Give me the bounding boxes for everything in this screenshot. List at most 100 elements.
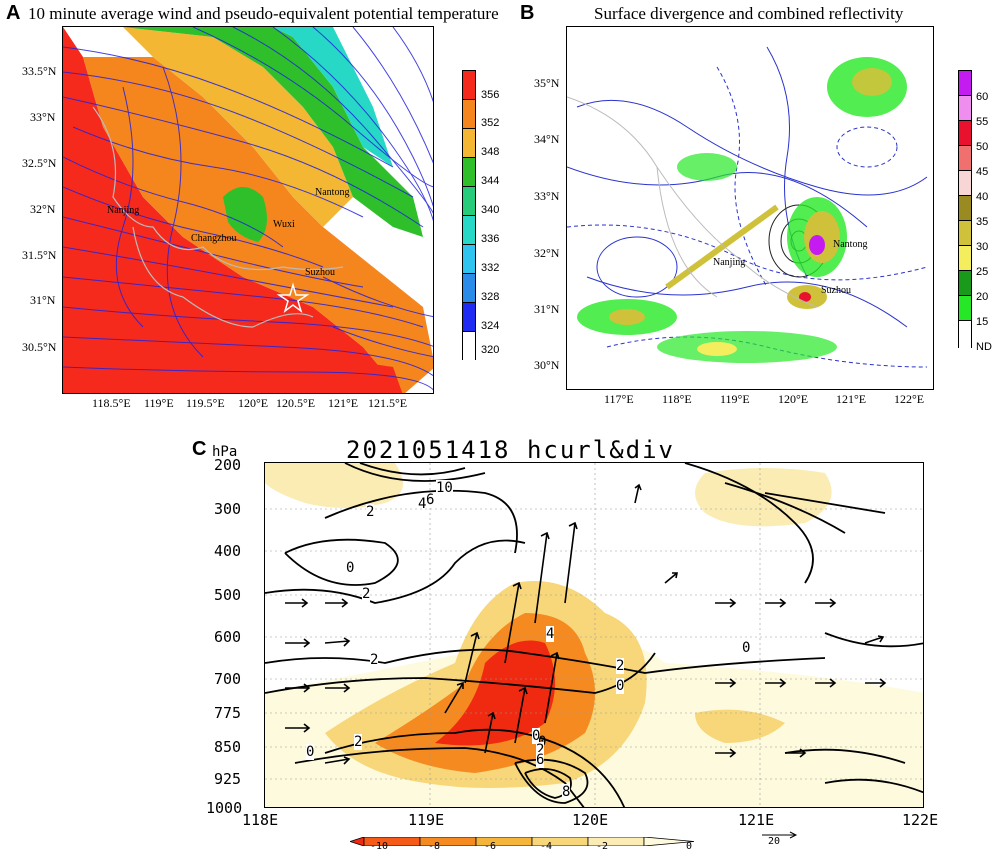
- cbar-label: 55: [976, 116, 989, 128]
- y-tick: 700: [214, 670, 242, 688]
- y-tick: 775: [214, 704, 242, 722]
- boundaries: [567, 96, 818, 308]
- y-tick: 850: [214, 738, 242, 756]
- contour-label: 10: [436, 480, 453, 496]
- cbar-label: 332: [481, 262, 500, 274]
- contour-label: 2: [366, 504, 375, 520]
- y-tick: 1000: [206, 799, 243, 817]
- cbar-swatch: [463, 303, 475, 332]
- y-tick: 32°N: [30, 202, 56, 216]
- cbar-swatch: [463, 158, 475, 187]
- grid: [265, 463, 923, 807]
- shade-east: [695, 709, 785, 743]
- cbar-swatch: [959, 121, 971, 146]
- shade-max: [435, 640, 555, 746]
- x-tick: 118E: [242, 811, 279, 829]
- panel-b-field: [567, 46, 928, 368]
- cbar-label: -6: [484, 841, 497, 852]
- cbar-label: 35: [976, 216, 989, 228]
- y-tick: 33.5°N: [22, 64, 57, 78]
- panel-b-colorbar: [958, 70, 972, 349]
- contour-label: 8: [562, 784, 571, 800]
- contour-label: 2: [362, 586, 371, 602]
- cbar-label: 25: [976, 266, 989, 278]
- cbar-label: 340: [481, 204, 500, 216]
- contour-label: 2: [370, 652, 379, 668]
- x-tick: 117°E: [604, 392, 634, 406]
- cbar-label: 324: [481, 320, 500, 332]
- panel-a-title: 10 minute average wind and pseudo-equiva…: [28, 4, 499, 23]
- field-356-region: [63, 27, 402, 393]
- cbar-swatch: [959, 221, 971, 246]
- contour-label: 0: [742, 640, 751, 656]
- cbar-swatch: [463, 274, 475, 303]
- y-tick: 31°N: [30, 293, 56, 307]
- cbar-label: 320: [481, 344, 500, 356]
- y-tick: 500: [214, 586, 242, 604]
- cbar-label: -4: [540, 841, 553, 852]
- y-tick: 32.5°N: [22, 156, 57, 170]
- cbar-swatch: [959, 146, 971, 171]
- cbar-label: 60: [976, 91, 989, 103]
- contour-label: 2: [354, 734, 363, 750]
- cbar-swatch: [463, 129, 475, 158]
- x-tick: 119E: [408, 811, 445, 829]
- wind-vectors: [285, 483, 887, 765]
- x-tick: 119°E: [144, 396, 174, 410]
- cbar-label: -10: [370, 841, 389, 852]
- reference-vector: [762, 826, 798, 839]
- panel-a-colorbar: [462, 70, 476, 361]
- x-tick: 120°E: [238, 396, 269, 410]
- y-tick: 35°N: [534, 76, 560, 90]
- panel-b-title: Surface divergence and combined reflecti…: [594, 4, 904, 23]
- cbar-swatch: [959, 71, 971, 96]
- x-tick: 119.5°E: [186, 396, 225, 410]
- x-tick: 120°E: [778, 392, 809, 406]
- field-348-region: [123, 27, 353, 227]
- cbar-label: 15: [976, 316, 989, 328]
- cbar-swatch: [463, 332, 475, 361]
- contour-label: 0: [346, 560, 355, 576]
- x-tick: 120.5°E: [276, 396, 316, 410]
- place-label: Nantong: [315, 187, 350, 198]
- contour-label: 0: [306, 744, 315, 760]
- cbar-swatch: [959, 171, 971, 196]
- contour-label: 0: [616, 678, 625, 694]
- cbar-swatch: [463, 100, 475, 129]
- field-336-region: [273, 27, 393, 167]
- contour-label: 4: [418, 496, 427, 512]
- cbar-label: 20: [976, 291, 989, 303]
- star-marker: [276, 282, 310, 313]
- cbar-label: 344: [481, 175, 500, 187]
- panel-c-colorbar: [348, 831, 695, 847]
- place-label: Changzhou: [191, 233, 237, 244]
- contour-label: 2: [536, 742, 545, 758]
- place-label: Suzhou: [305, 267, 335, 278]
- cbar-swatch: [959, 271, 971, 296]
- cbar-label: 0: [686, 841, 693, 852]
- panel-a-letter: A: [6, 2, 21, 24]
- cbar-swatch: [959, 96, 971, 121]
- y-tick: 31.5°N: [22, 248, 57, 262]
- cbar-swatch: [959, 321, 971, 349]
- x-tick: 119°E: [720, 392, 750, 406]
- y-tick: 31°N: [534, 302, 560, 316]
- cbar-label: ND: [976, 341, 992, 353]
- panel-c-plot: [264, 462, 924, 808]
- cbar-label: 50: [976, 141, 989, 153]
- x-tick: 121.5°E: [368, 396, 408, 410]
- y-tick: 33°N: [534, 189, 560, 203]
- field-344-region: [123, 27, 423, 237]
- panel-a-map: Nanjing Changzhou Wuxi Nantong Suzhou: [62, 26, 434, 394]
- place-label: Nanjing: [713, 257, 746, 268]
- x-tick: 118.5°E: [92, 396, 131, 410]
- shading: [265, 463, 923, 807]
- panel-c-field: [265, 463, 923, 807]
- place-label: Suzhou: [821, 285, 851, 296]
- x-tick: 122°E: [894, 392, 925, 406]
- cbar-swatch: [959, 296, 971, 321]
- cbar-label: -2: [596, 841, 609, 852]
- cbar-label: 356: [481, 89, 500, 101]
- cbar-label: 328: [481, 291, 500, 303]
- boundaries: [92, 106, 344, 328]
